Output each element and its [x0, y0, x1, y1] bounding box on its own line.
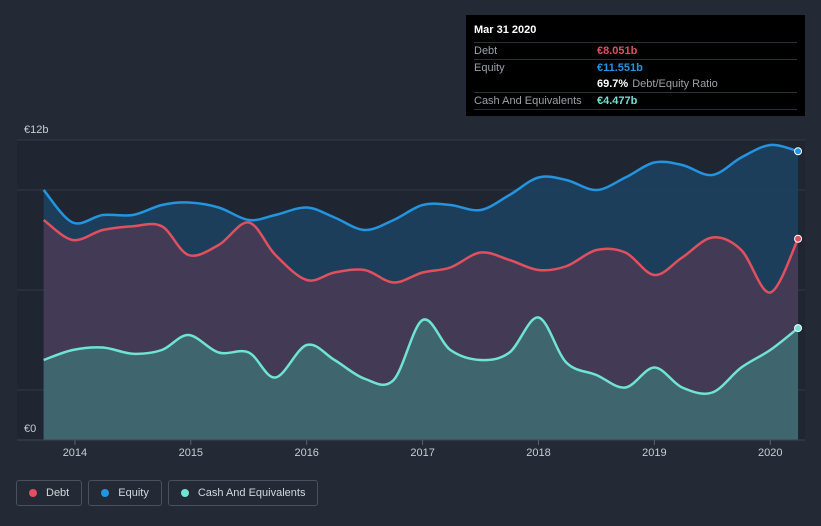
x-tick-label: 2019	[642, 447, 666, 459]
y-tick-label-min: €0	[24, 423, 36, 435]
series-lines	[42, 143, 800, 395]
legend-dot-debt	[29, 489, 37, 497]
tooltip-debt-value: €8.051b	[597, 45, 638, 57]
line-debt	[42, 218, 800, 294]
x-tick-label: 2015	[179, 447, 203, 459]
x-tick-label: 2017	[410, 447, 434, 459]
x-tick-label: 2014	[63, 447, 87, 459]
tooltip-cash-label: Cash And Equivalents	[474, 95, 582, 107]
legend-dot-cash	[180, 489, 189, 497]
tooltip-row-equity: Equity €11.551b	[474, 59, 797, 76]
tooltip-row-ratio: 69.7% Debt/Equity Ratio	[474, 76, 797, 92]
x-tick-label: 2016	[294, 447, 318, 459]
tooltip-equity-value: €11.551b	[597, 62, 643, 74]
legend-item-debt[interactable]: Debt	[16, 480, 83, 506]
y-tick-label-max: €12b	[24, 124, 48, 136]
legend-item-equity[interactable]: Equity	[88, 480, 162, 506]
tooltip-row-cash: Cash And Equivalents €4.477b	[474, 92, 797, 110]
tooltip-debt-label: Debt	[474, 45, 498, 57]
endpoint-cash-and-equivalents	[794, 324, 803, 333]
tooltip-equity-label: Equity	[474, 62, 505, 74]
x-tick-label: 2018	[526, 447, 550, 459]
legend-dot-equity	[101, 489, 110, 497]
legend-label-debt: Debt	[46, 487, 70, 499]
tooltip-cash-value: €4.477b	[597, 95, 638, 107]
legend-label-equity: Equity	[118, 487, 149, 499]
series-areas	[43, 144, 799, 440]
tooltip-row-debt: Debt €8.051b	[474, 42, 797, 59]
tooltip-date: Mar 31 2020	[474, 24, 537, 36]
tooltip: Mar 31 2020 Debt €8.051b Equity €11.551b…	[466, 15, 805, 116]
line-cash-and-equivalents	[43, 316, 799, 395]
area-cash-and-equivalents	[43, 317, 799, 440]
series-endpoints	[794, 147, 803, 333]
endpoint-debt	[794, 234, 803, 243]
legend-item-cash[interactable]: Cash And Equivalents	[167, 480, 319, 506]
x-tick-label: 2020	[758, 447, 782, 459]
line-equity	[42, 143, 799, 232]
tooltip-ratio-value: 69.7%	[597, 78, 629, 90]
tooltip-ratio-label: Debt/Equity Ratio	[632, 78, 718, 90]
endpoint-equity	[794, 147, 803, 156]
legend-label-cash: Cash And Equivalents	[197, 487, 306, 499]
legend: Debt Equity Cash And Equivalents	[16, 480, 319, 506]
x-axis: 2014 2015 2016 2017 2018 2019 2020	[17, 439, 805, 459]
